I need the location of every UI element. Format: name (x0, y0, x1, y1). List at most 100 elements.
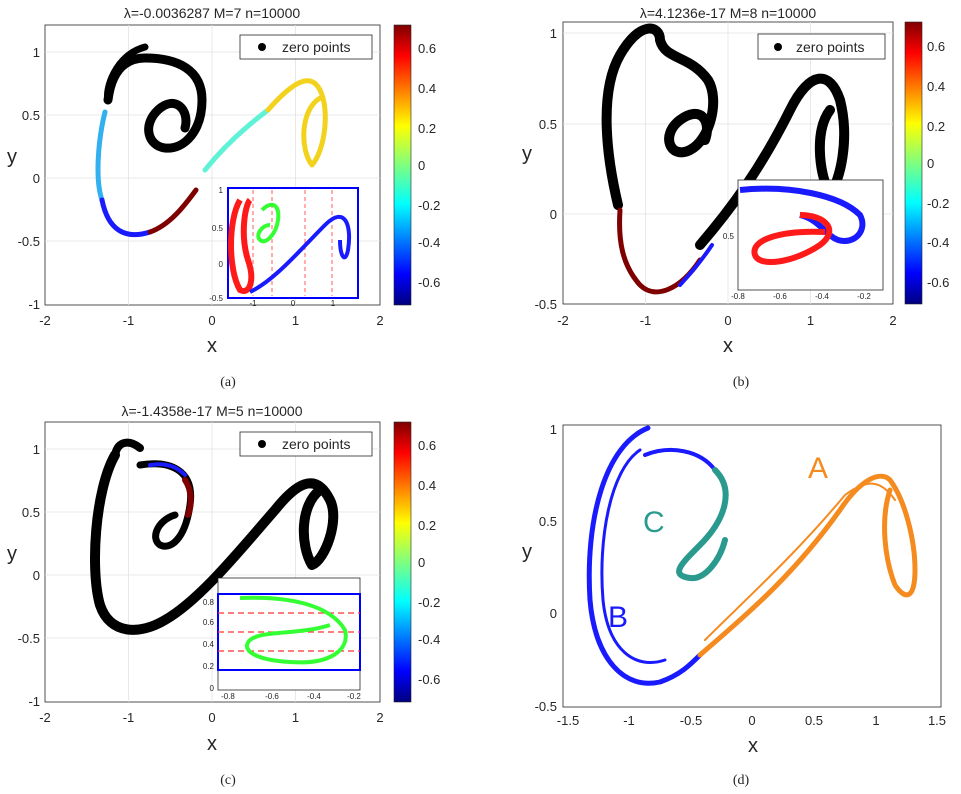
panel-a-caption: (a) (220, 375, 236, 390)
panel-a-xtick: -1 (123, 313, 135, 328)
panel-b-colorbar-tick: -0.2 (927, 196, 949, 211)
panel-a-inset-ytick: 1 (219, 186, 224, 195)
panel-a-colorbar-tick: -0.4 (418, 235, 440, 250)
panel-b-zero-right (695, 73, 850, 250)
panel-b-legend-label: zero points (796, 39, 864, 55)
panel-c-ytick: 1 (33, 442, 40, 457)
panel-c-caption: (c) (220, 773, 236, 788)
panel-d-label-a: A (808, 452, 828, 485)
panel-c-inset-ytick: 0.8 (203, 598, 215, 607)
panel-d-xtick: 1 (872, 713, 879, 728)
panel-b-colorbar-tick: -0.6 (927, 275, 949, 290)
panel-c-inset-ytick: 0.2 (203, 662, 215, 671)
panel-c-inset: 0.8 0.6 0.4 0.2 0 -0.8 -0.6 -0.4 -0.2 (203, 577, 361, 701)
panel-b-ytick: 0.5 (539, 117, 557, 132)
panel-a-colorbar-tick: 0.4 (418, 81, 436, 96)
panel-d-xtick: 0.5 (805, 713, 823, 728)
panel-c-inset-xtick: -0.8 (221, 692, 235, 701)
panel-a-colorbar-tick: 0.2 (418, 121, 436, 136)
panel-c-inset-xtick: -0.6 (265, 692, 279, 701)
panel-a-inset-xtick: 0 (291, 299, 296, 308)
panel-b-colorbar-tick: 0.6 (927, 39, 945, 54)
panel-a-ytick: -1 (28, 297, 40, 312)
panel-c-yticks: 1 0.5 0 -0.5 -1 (18, 442, 40, 709)
panel-d-region-a-inner (704, 482, 896, 641)
panel-b-colorbar-tick: 0.2 (927, 119, 945, 134)
panel-b-xticks: -2 -1 0 1 2 (557, 313, 896, 328)
panel-a-ylabel: y (7, 146, 17, 168)
panel-a-ytick: 0.5 (22, 108, 40, 123)
panel-a-ytick: 0 (33, 171, 40, 186)
panel-d-xlabel: x (748, 735, 758, 757)
panel-b-colorbar-tick: 0.4 (927, 79, 945, 94)
panel-d-xticks: -1.5 -1 -0.5 0 0.5 1 1.5 (557, 713, 946, 728)
panel-a-yellow-segment (265, 78, 328, 168)
panel-b-xlabel: x (723, 335, 733, 357)
panel-a-colorbar-tick: 0 (418, 158, 425, 173)
panel-a-legend-marker (258, 43, 266, 51)
panel-a-inset-red (228, 197, 255, 294)
panel-c-colorbar-tick: -0.2 (418, 595, 440, 610)
panel-d-ytick: 1 (550, 422, 557, 437)
panel-a-ytick: -0.5 (18, 234, 40, 249)
panel-a-inset-xtick: -1 (249, 299, 257, 308)
panel-b-ytick: 0 (550, 207, 557, 222)
panel-c-inset-yticks: 0.8 0.6 0.4 0.2 0 (203, 598, 215, 693)
panel-a-colorbar-ticks: 0.6 0.4 0.2 0 -0.2 -0.4 -0.6 (418, 41, 440, 290)
panel-a-zero-top (104, 43, 149, 104)
panel-a-colorbar (393, 24, 412, 306)
panel-b-xtick: -1 (640, 313, 652, 328)
panel-a-colorbar-tick: 0.6 (418, 41, 436, 56)
panel-d-ytick: 0.5 (539, 514, 557, 529)
panel-b: λ=4.1236e-17 M=8 n=10000 zero points 0.5… (522, 5, 949, 390)
panel-d-ytick: 0 (550, 606, 557, 621)
panel-d-xtick: 1.5 (928, 713, 946, 728)
panel-b-colorbar-tick: 0 (927, 156, 934, 171)
panel-c-ytick: -1 (28, 694, 40, 709)
panel-c-ytick: 0 (33, 568, 40, 583)
panel-c-xtick: -1 (123, 710, 135, 725)
panel-c-colorbar-ticks: 0.6 0.4 0.2 0 -0.2 -0.4 -0.6 (418, 438, 440, 687)
panel-c-blue-segment (148, 462, 187, 477)
panel-a-title: λ=-0.0036287 M=7 n=10000 (124, 5, 301, 21)
panel-d-region-b-outer (586, 425, 703, 686)
panel-c: λ=-1.4358e-17 M=5 n=10000 zero points 0.… (7, 403, 440, 788)
panel-c-inset-xtick: -0.4 (307, 692, 321, 701)
panel-d-xtick: -1 (623, 713, 635, 728)
panel-b-caption: (b) (733, 375, 750, 390)
panel-a-blue-segment (99, 197, 153, 238)
panel-b-xtick: -2 (557, 313, 569, 328)
panel-b-ytick: -0.5 (535, 297, 557, 312)
panel-c-xlabel: x (207, 733, 217, 755)
panel-a-inset: 1 0.5 0 -0.5 -1 0 1 (209, 186, 359, 308)
panel-c-xticks: -2 -1 0 1 2 (39, 710, 383, 725)
panel-b-ytick: 1 (550, 26, 557, 41)
panel-c-colorbar-tick: 0.2 (418, 518, 436, 533)
panel-c-colorbar-tick: 0.6 (418, 438, 436, 453)
panel-d-xtick: 0 (748, 713, 755, 728)
panel-c-legend-marker (258, 440, 266, 448)
panel-b-ylabel: y (522, 143, 532, 165)
panel-c-inset-xticks: -0.8 -0.6 -0.4 -0.2 (221, 692, 361, 701)
panel-b-inset-xtick: -0.4 (815, 292, 829, 301)
panel-a-inset-blue (249, 215, 352, 294)
panel-a-xtick: -2 (39, 313, 51, 328)
panel-a-yticks: 1 0.5 0 -0.5 -1 (18, 45, 40, 312)
panel-d-region-b-top (643, 448, 717, 472)
panel-a-inset-ytick: -0.5 (209, 294, 223, 303)
panel-a-inset-ytick: 0.5 (212, 224, 224, 233)
panel-c-colorbar-tick: 0.4 (418, 478, 436, 493)
panel-a-colorbar-tick: -0.2 (418, 198, 440, 213)
panel-d-xtick: -0.5 (680, 713, 702, 728)
panel-a-colorbar-tick: -0.6 (418, 275, 440, 290)
panel-c-xtick: 0 (208, 710, 215, 725)
panel-c-attractor (90, 438, 339, 635)
panel-d-label-c: C (643, 506, 665, 539)
panel-a-xtick: 1 (292, 313, 299, 328)
panel-c-xtick: -2 (39, 710, 51, 725)
panel-a-xticks: -2 -1 0 1 2 (39, 313, 383, 328)
panel-c-xtick: 2 (376, 710, 383, 725)
panel-d-axes (562, 424, 942, 708)
panel-b-xtick: 0 (724, 313, 731, 328)
